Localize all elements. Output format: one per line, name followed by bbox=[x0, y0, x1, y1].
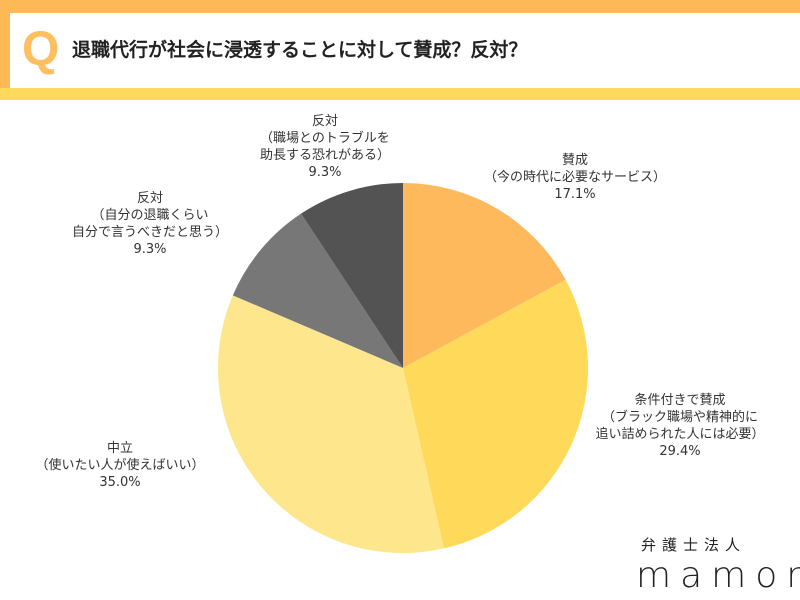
slice-label-value: 29.4% bbox=[659, 444, 701, 459]
pie-slice bbox=[217, 295, 444, 553]
slice-label-sub: 自分で言うべきだと思う） bbox=[71, 225, 229, 240]
header-left-band bbox=[0, 0, 10, 100]
slice-label-title: 反対 bbox=[311, 114, 339, 129]
slice-label-sub: 助長する恐れがある） bbox=[259, 148, 391, 163]
slice-label-value: 35.0% bbox=[99, 475, 141, 490]
slice-label-sub: 追い詰められた人には必要） bbox=[595, 427, 765, 442]
chart-title: 退職代行が社会に浸透することに対して賛成？反対？ bbox=[72, 39, 528, 61]
logo-mamori: mamori bbox=[636, 555, 800, 596]
header-top-band bbox=[0, 0, 800, 13]
header-bottom-band bbox=[0, 88, 800, 100]
slice-label: 賛成 （今の時代に必要なサービス） 17.1% bbox=[484, 152, 666, 203]
slice-label-value: 17.1% bbox=[554, 187, 596, 202]
slice-label-sub: （今の時代に必要なサービス） bbox=[483, 170, 667, 185]
slice-label-title: 条件付きで賛成 bbox=[634, 393, 726, 408]
pie-slice bbox=[301, 183, 403, 368]
slice-label: 反対 （自分の退職くらい自分で言うべきだと思う） 9.3% bbox=[72, 190, 228, 258]
slice-label-title: 中立 bbox=[106, 441, 134, 456]
slice-label-value: 9.3% bbox=[133, 242, 167, 257]
logo-subtitle: 弁護士法人 bbox=[641, 536, 747, 554]
slice-label-sub: （ブラック職場や精神的に bbox=[601, 410, 759, 425]
slice-label-title: 賛成 bbox=[561, 153, 589, 168]
slice-label: 中立 （使いたい人が使えばいい） 35.0% bbox=[35, 440, 204, 491]
slice-label: 条件付きで賛成 （ブラック職場や精神的に 追い詰められた人には必要） 29.4% bbox=[595, 392, 764, 460]
slice-label-sub: （職場とのトラブルを bbox=[260, 131, 390, 146]
slice-label-title: 反対 bbox=[136, 191, 164, 206]
q-mark: Q bbox=[22, 23, 60, 76]
pie-slice bbox=[232, 213, 403, 368]
slice-label-sub: （使いたい人が使えばいい） bbox=[35, 458, 205, 473]
slice-label-value: 9.3% bbox=[308, 165, 342, 180]
slice-label: 反対 （職場とのトラブルを 助長する恐れがある） 9.3% bbox=[260, 113, 390, 181]
pie-slice bbox=[403, 279, 588, 549]
slice-label-sub: （自分の退職くらい bbox=[91, 208, 209, 223]
pie-slice bbox=[403, 183, 566, 368]
